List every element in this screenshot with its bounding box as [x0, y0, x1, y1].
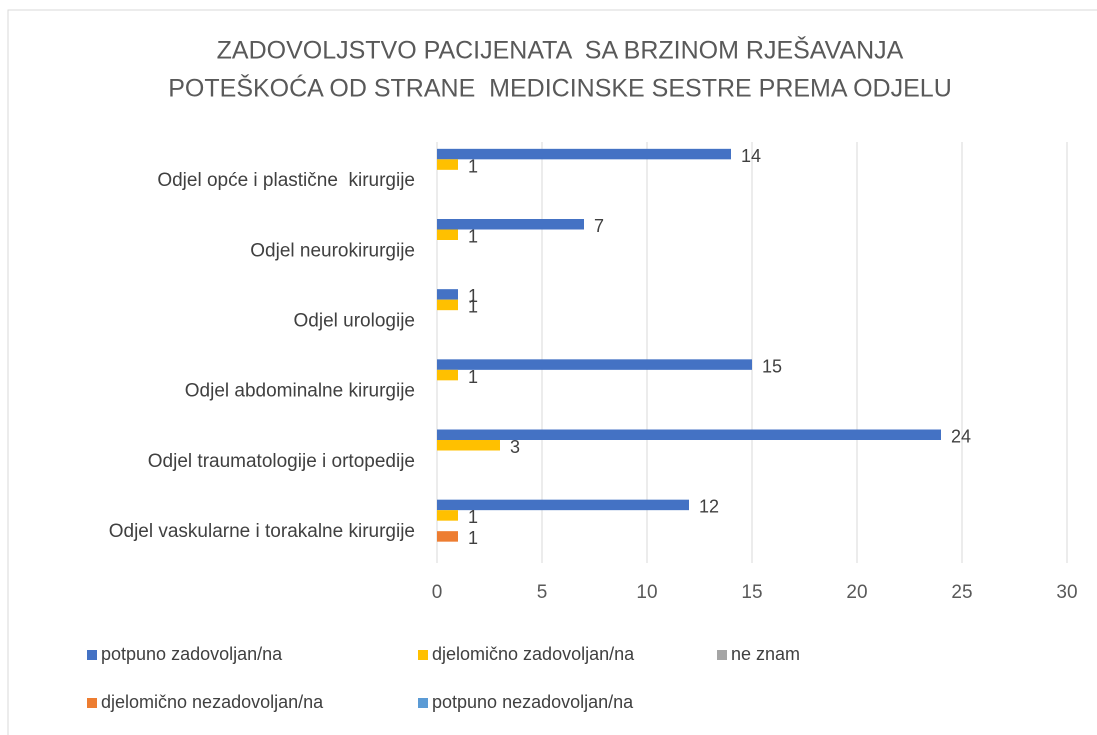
bar — [437, 148, 731, 160]
bar — [437, 440, 500, 451]
legend-label: potpuno nezadovoljan/na — [432, 692, 634, 712]
bar — [437, 429, 941, 440]
bar — [437, 369, 458, 381]
data-label: 1 — [468, 367, 478, 387]
data-label: 14 — [741, 146, 761, 166]
data-label: 7 — [594, 216, 604, 236]
data-label: 1 — [468, 297, 478, 317]
legend-swatch — [418, 650, 428, 660]
data-label: 12 — [699, 497, 719, 517]
legend-label: djelomično zadovoljan/na — [432, 644, 635, 664]
bar — [437, 289, 458, 300]
category-label: Odjel traumatologije i ortopedije — [148, 451, 415, 472]
bar — [437, 219, 584, 230]
x-tick-label: 20 — [846, 582, 867, 603]
bar — [437, 531, 458, 542]
data-label: 1 — [468, 528, 478, 548]
x-tick-label: 25 — [951, 582, 972, 603]
bar — [437, 359, 752, 370]
x-tick-label: 5 — [537, 582, 548, 603]
category-label: Odjel vaskularne i torakalne kirurgije — [109, 521, 415, 542]
category-label: Odjel abdominalne kirurgije — [185, 381, 415, 402]
category-label: Odjel neurokirurgije — [250, 240, 415, 261]
bar — [437, 229, 458, 240]
legend-swatch — [87, 650, 97, 660]
category-label: Odjel urologije — [294, 310, 415, 331]
legend-swatch — [418, 698, 428, 708]
legend-label: potpuno zadovoljan/na — [101, 644, 283, 664]
chart-frame — [7, 9, 1097, 735]
bar — [437, 499, 689, 511]
data-label: 1 — [468, 227, 478, 247]
x-tick-label: 10 — [636, 582, 657, 603]
chart-title: ZADOVOLJSTVO PACIJENATA SA BRZINOM RJEŠA… — [217, 36, 904, 65]
bar — [437, 510, 458, 521]
legend-label: ne znam — [731, 644, 800, 664]
x-tick-label: 0 — [432, 582, 443, 603]
data-label: 1 — [468, 507, 478, 527]
x-tick-label: 30 — [1056, 582, 1077, 603]
category-label: Odjel opće i plastične kirurgije — [157, 170, 415, 191]
x-tick-label: 15 — [741, 582, 762, 603]
data-label: 15 — [762, 356, 782, 376]
legend-swatch — [87, 698, 97, 708]
data-label: 1 — [468, 156, 478, 176]
data-label: 1 — [468, 286, 478, 306]
legend-label: djelomično nezadovoljan/na — [101, 692, 324, 712]
data-label: 24 — [951, 427, 971, 447]
bar — [437, 159, 458, 170]
legend-swatch — [717, 650, 727, 660]
chart-title: POTEŠKOĆA OD STRANE MEDICINSKE SESTRE PR… — [168, 74, 952, 103]
data-label: 3 — [510, 437, 520, 457]
bar — [437, 299, 458, 311]
